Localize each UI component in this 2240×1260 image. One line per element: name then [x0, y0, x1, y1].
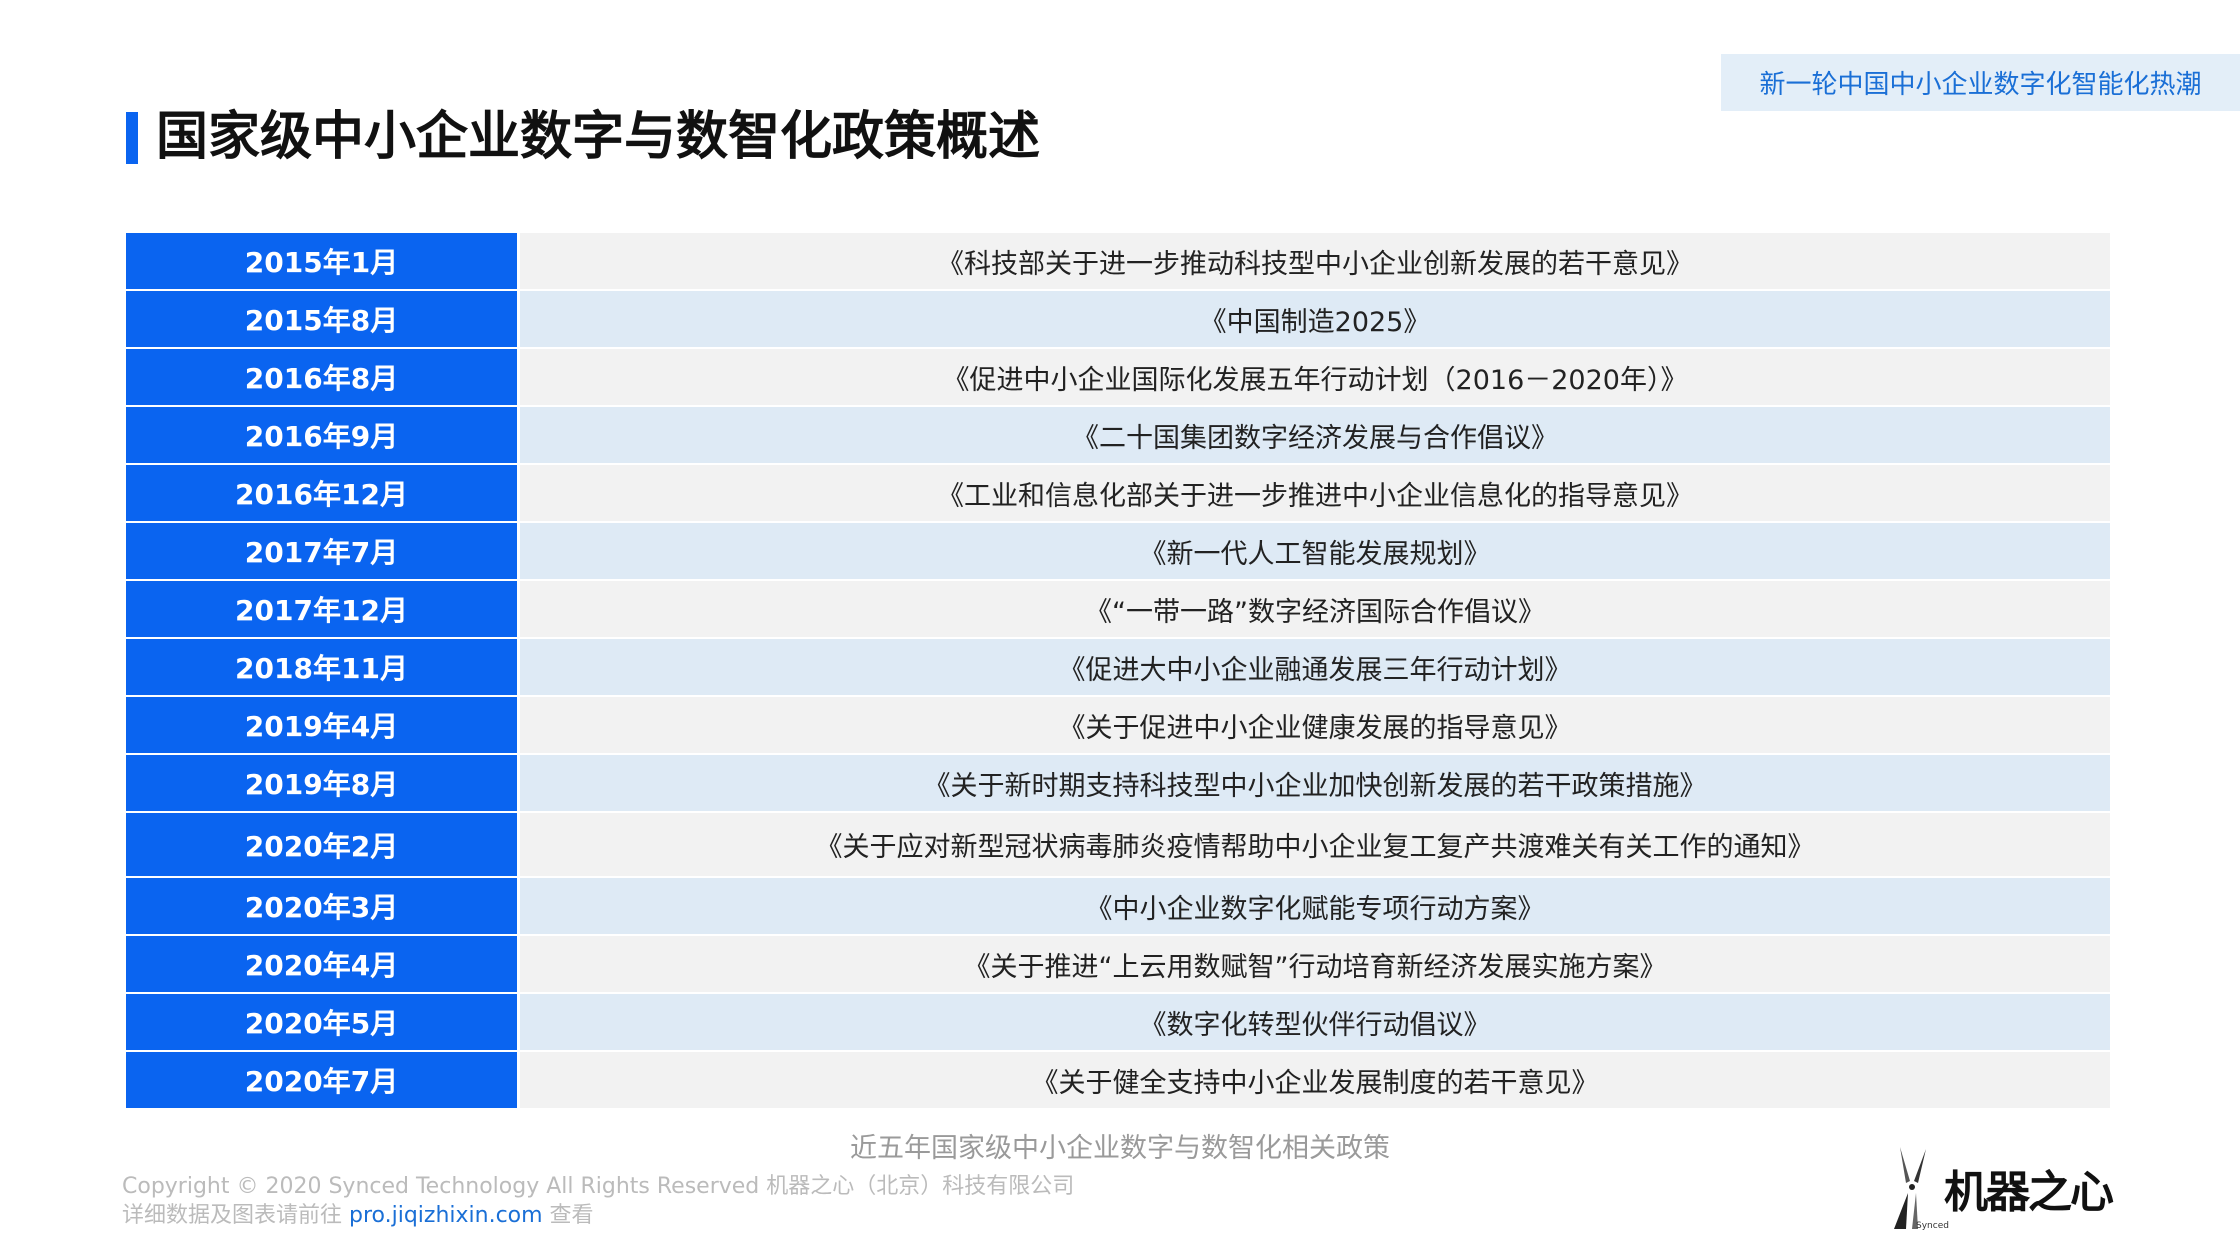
date-cell: 2020年2月 — [126, 813, 517, 876]
policy-cell: 《新一代人工智能发展规划》 — [520, 523, 2110, 579]
table-row: 2020年7月 《关于健全支持中小企业发展制度的若干意见》 — [126, 1052, 2110, 1108]
date-cell: 2016年8月 — [126, 349, 517, 405]
table-row: 2016年12月 《工业和信息化部关于进一步推进中小企业信息化的指导意见》 — [126, 465, 2110, 521]
date-cell: 2020年4月 — [126, 936, 517, 992]
date-cell: 2015年8月 — [126, 291, 517, 347]
date-cell: 2018年11月 — [126, 639, 517, 695]
table-row: 2016年9月 《二十国集团数字经济发展与合作倡议》 — [126, 407, 2110, 463]
section-badge: 新一轮中国中小企业数字化智能化热潮 — [1721, 54, 2240, 111]
table-row: 2020年3月 《中小企业数字化赋能专项行动方案》 — [126, 878, 2110, 934]
table-row: 2015年8月 《中国制造2025》 — [126, 291, 2110, 347]
table-row: 2019年4月 《关于促进中小企业健康发展的指导意见》 — [126, 697, 2110, 753]
policy-cell: 《关于应对新型冠状病毒肺炎疫情帮助中小企业复工复产共渡难关有关工作的通知》 — [520, 813, 2110, 876]
table-row: 2020年4月 《关于推进“上云用数赋智”行动培育新经济发展实施方案》 — [126, 936, 2110, 992]
policy-cell: 《中国制造2025》 — [520, 291, 2110, 347]
date-cell: 2015年1月 — [126, 233, 517, 289]
table-row: 2018年11月 《促进大中小企业融通发展三年行动计划》 — [126, 639, 2110, 695]
details-line: 详细数据及图表请前往 pro.jiqizhixin.com 查看 — [122, 1201, 1074, 1230]
date-cell: 2016年12月 — [126, 465, 517, 521]
table-row: 2017年12月 《“一带一路”数字经济国际合作倡议》 — [126, 581, 2110, 637]
table-row: 2017年7月 《新一代人工智能发展规划》 — [126, 523, 2110, 579]
policy-cell: 《二十国集团数字经济发展与合作倡议》 — [520, 407, 2110, 463]
footer: Copyright © 2020 Synced Technology All R… — [122, 1172, 1074, 1230]
policy-cell: 《工业和信息化部关于进一步推进中小企业信息化的指导意见》 — [520, 465, 2110, 521]
date-cell: 2020年7月 — [126, 1052, 517, 1108]
table-caption: 近五年国家级中小企业数字与数智化相关政策 — [850, 1133, 1390, 1164]
policy-cell: 《促进中小企业国际化发展五年行动计划（2016－2020年）》 — [520, 349, 2110, 405]
logo-text: 机器之心 — [1944, 1167, 2114, 1218]
policy-cell: 《科技部关于进一步推动科技型中小企业创新发展的若干意见》 — [520, 233, 2110, 289]
page-title: 国家级中小企业数字与数智化政策概述 — [156, 107, 1041, 167]
synced-logo-icon — [1894, 1147, 1926, 1229]
date-cell: 2020年3月 — [126, 878, 517, 934]
policy-cell: 《“一带一路”数字经济国际合作倡议》 — [520, 581, 2110, 637]
copyright-text: Copyright © 2020 Synced Technology All R… — [122, 1174, 1075, 1199]
pro-link[interactable]: pro.jiqizhixin.com — [349, 1203, 543, 1228]
synced-logo: 机器之心 Synced — [1886, 1143, 2116, 1233]
table-row: 2015年1月 《科技部关于进一步推动科技型中小企业创新发展的若干意见》 — [126, 233, 2110, 289]
date-cell: 2017年12月 — [126, 581, 517, 637]
details-prefix: 详细数据及图表请前往 — [122, 1203, 349, 1228]
logo-subtext: Synced — [1916, 1221, 1949, 1231]
policy-cell: 《中小企业数字化赋能专项行动方案》 — [520, 878, 2110, 934]
date-cell: 2017年7月 — [126, 523, 517, 579]
title-accent-bar — [126, 112, 138, 164]
date-cell: 2019年8月 — [126, 755, 517, 811]
table-row: 2016年8月 《促进中小企业国际化发展五年行动计划（2016－2020年）》 — [126, 349, 2110, 405]
policy-cell: 《促进大中小企业融通发展三年行动计划》 — [520, 639, 2110, 695]
table-row: 2020年5月 《数字化转型伙伴行动倡议》 — [126, 994, 2110, 1050]
date-cell: 2020年5月 — [126, 994, 517, 1050]
policy-cell: 《关于新时期支持科技型中小企业加快创新发展的若干政策措施》 — [520, 755, 2110, 811]
policy-cell: 《数字化转型伙伴行动倡议》 — [520, 994, 2110, 1050]
table-row: 2019年8月 《关于新时期支持科技型中小企业加快创新发展的若干政策措施》 — [126, 755, 2110, 811]
policy-table: 2015年1月 《科技部关于进一步推动科技型中小企业创新发展的若干意见》 2015年… — [126, 233, 2110, 1110]
table-row: 2020年2月 《关于应对新型冠状病毒肺炎疫情帮助中小企业复工复产共渡难关有关工作… — [126, 813, 2110, 876]
details-suffix: 查看 — [542, 1203, 594, 1228]
date-cell: 2019年4月 — [126, 697, 517, 753]
policy-cell: 《关于促进中小企业健康发展的指导意见》 — [520, 697, 2110, 753]
policy-cell: 《关于推进“上云用数赋智”行动培育新经济发展实施方案》 — [520, 936, 2110, 992]
policy-cell: 《关于健全支持中小企业发展制度的若干意见》 — [520, 1052, 2110, 1108]
date-cell: 2016年9月 — [126, 407, 517, 463]
